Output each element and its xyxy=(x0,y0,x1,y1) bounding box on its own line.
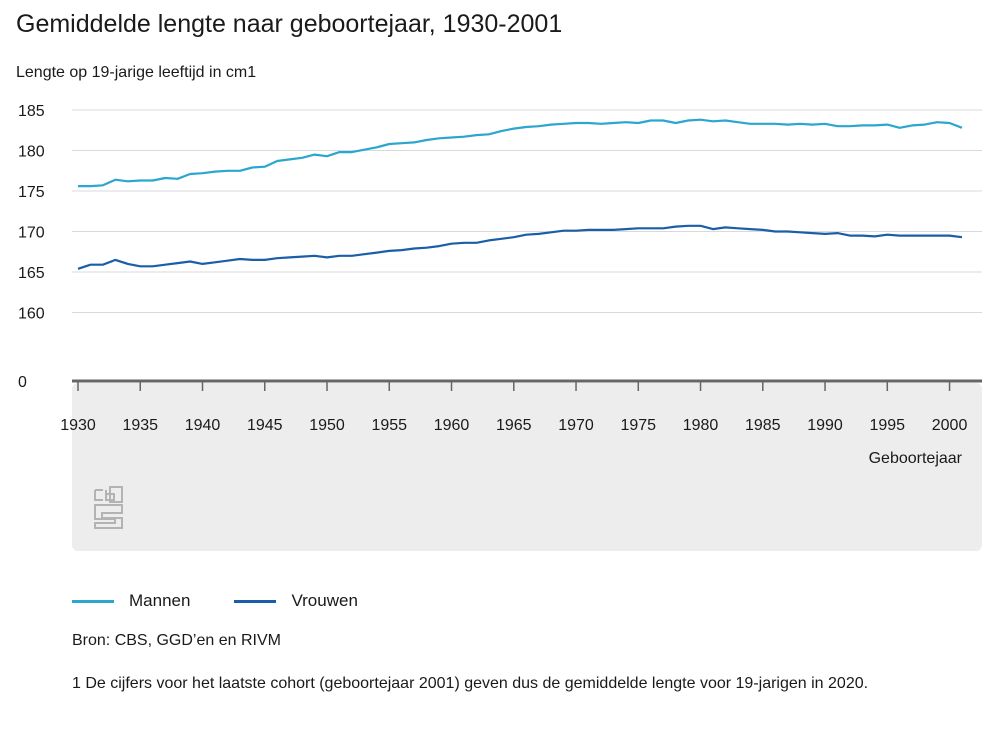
x-tick-label: 1960 xyxy=(434,417,470,434)
x-tick-label: 1980 xyxy=(683,417,719,434)
legend: Mannen Vrouwen xyxy=(72,591,402,611)
x-axis: 1930 1935 1940 1945 1950 1955 1960 1965 1970 1975… xyxy=(60,379,982,551)
legend-item-mannen: Mannen xyxy=(72,591,190,611)
y-tick-label: 165 xyxy=(18,265,45,282)
legend-swatch-mannen xyxy=(72,599,114,603)
x-tick-label: 1945 xyxy=(247,417,283,434)
y-axis-label: Lengte op 19-jarige leeftijd in cm1 xyxy=(16,64,257,81)
chart-title: Gemiddelde lengte naar geboortejaar, 193… xyxy=(16,10,563,38)
cbs-logo-mark xyxy=(94,486,123,529)
footnote: 1 De cijfers voor het laatste cohort (ge… xyxy=(72,675,869,692)
y-tick-label: 185 xyxy=(18,103,45,120)
legend-swatch-vrouwen xyxy=(234,599,277,603)
x-tick-label: 1930 xyxy=(60,417,96,434)
x-tick-label: 1935 xyxy=(122,417,158,434)
x-tick-label: 1950 xyxy=(309,417,345,434)
legend-label-vrouwen: Vrouwen xyxy=(291,591,358,610)
x-axis-panel xyxy=(72,383,982,551)
legend-label-mannen: Mannen xyxy=(129,591,191,610)
x-tick-label: 1995 xyxy=(869,417,905,434)
y-tick-label: 175 xyxy=(18,184,45,201)
series-line-mannen xyxy=(78,118,963,188)
x-tick-label: 1975 xyxy=(620,417,656,434)
x-tick-label: 2000 xyxy=(932,417,968,434)
x-tick-label: 1940 xyxy=(185,417,221,434)
series-line-vrouwen xyxy=(77,224,963,270)
x-axis-title: Geboortejaar xyxy=(869,450,963,467)
cbs-logo-icon xyxy=(94,486,123,529)
x-tick-label: 1970 xyxy=(558,417,594,434)
x-tick-label: 1955 xyxy=(371,417,407,434)
source-note: Bron: CBS, GGD’en en RIVM xyxy=(72,632,281,649)
y-tick-label: 160 xyxy=(18,306,45,323)
series-lines xyxy=(77,118,963,270)
x-tick-label: 1990 xyxy=(807,417,843,434)
y-tick-label: 170 xyxy=(18,225,45,242)
x-tick-label: 1965 xyxy=(496,417,532,434)
line-chart: 185 180 175 170 165 160 0 1930 1935 1940 1945 1950… xyxy=(18,103,982,551)
legend-item-vrouwen: Vrouwen xyxy=(234,591,358,611)
gridlines xyxy=(72,109,982,313)
y-tick-label: 0 xyxy=(18,374,27,391)
y-tick-labels: 185 180 175 170 165 160 0 xyxy=(18,103,45,391)
y-tick-label: 180 xyxy=(18,144,45,161)
x-tick-label: 1985 xyxy=(745,417,781,434)
